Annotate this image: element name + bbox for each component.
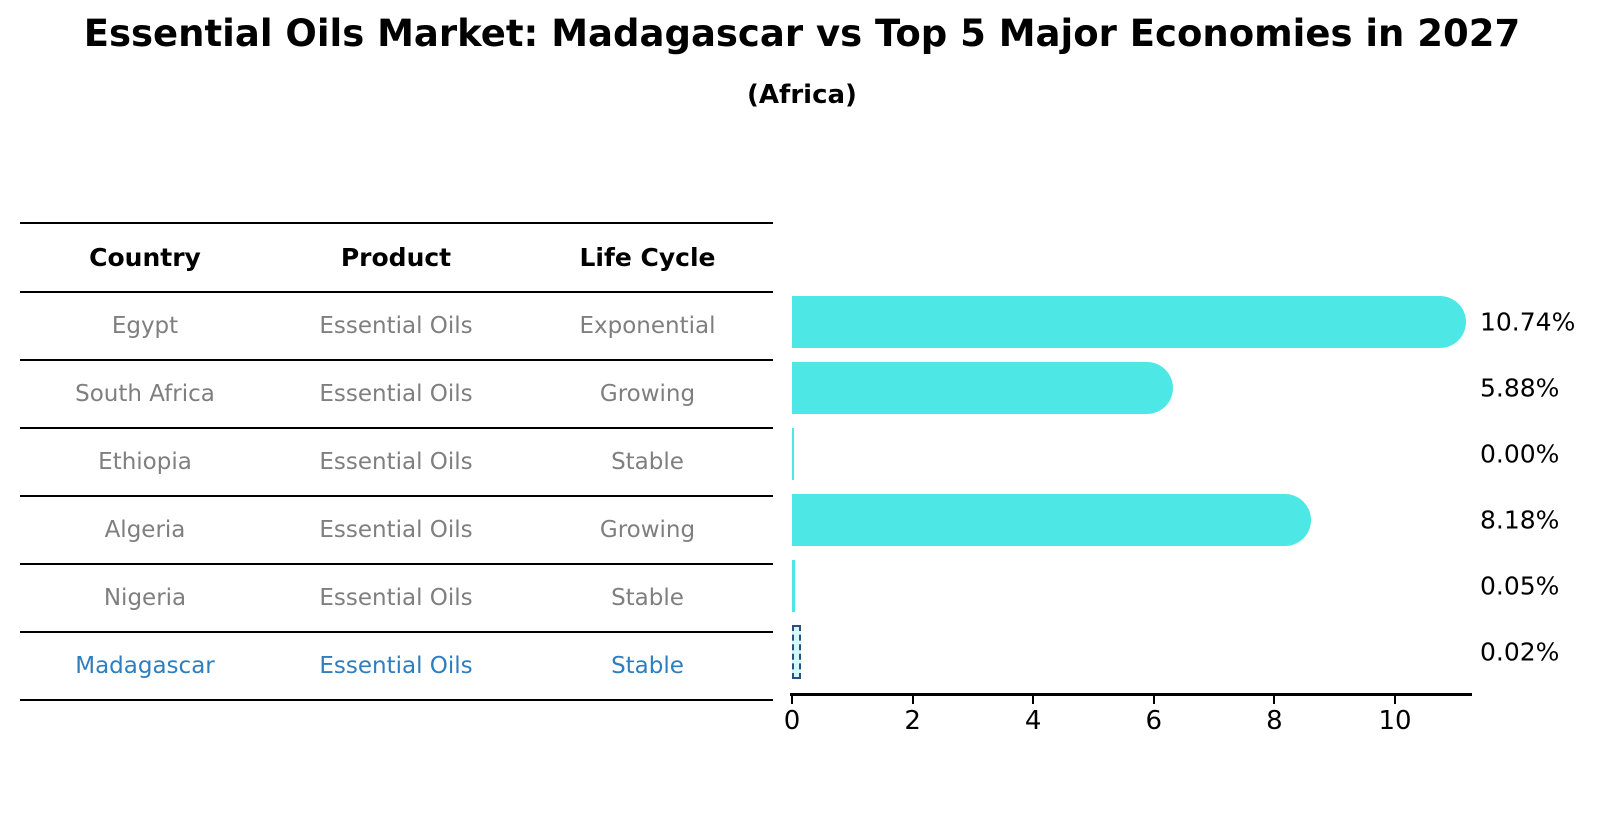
- table-row: Nigeria Essential Oils Stable: [20, 565, 773, 633]
- table-header-row: Country Product Life Cycle: [20, 224, 773, 293]
- bar-row: [792, 619, 1474, 685]
- x-axis-tick-label: 4: [1024, 706, 1042, 736]
- table-cell-product: Essential Oils: [319, 585, 473, 611]
- bar: [792, 362, 1173, 414]
- table-row: South Africa Essential Oils Growing: [20, 361, 773, 429]
- table-cell-lifecycle: Stable: [611, 585, 684, 611]
- x-axis-tick-mark: [1032, 695, 1035, 704]
- table-cell-product: Essential Oils: [319, 449, 473, 475]
- column-header-lifecycle: Life Cycle: [579, 243, 716, 272]
- x-axis-line: [790, 693, 1472, 696]
- x-axis-tick-mark: [911, 695, 914, 704]
- country-table: Country Product Life Cycle Egypt Essenti…: [20, 222, 773, 701]
- x-axis-tick-mark: [1394, 695, 1396, 704]
- chart-title: Essential Oils Market: Madagascar vs Top…: [83, 12, 1521, 55]
- bar-chart-plot-area: [792, 289, 1474, 685]
- x-axis-tick-label: 2: [904, 706, 921, 736]
- bar: [792, 428, 794, 480]
- table-cell-product: Essential Oils: [319, 381, 473, 407]
- table-cell-country: Algeria: [104, 517, 186, 543]
- bar-row: [792, 553, 1474, 619]
- bar-row: [792, 355, 1474, 421]
- x-axis-tick-label: 8: [1266, 706, 1283, 736]
- table-row: Ethiopia Essential Oils Stable: [20, 429, 773, 497]
- table-cell-product: Essential Oils: [319, 653, 473, 679]
- bar: [792, 494, 1312, 546]
- table-row: Egypt Essential Oils Exponential: [20, 293, 773, 361]
- column-header-country: Country: [89, 243, 201, 272]
- bar-value-label: 10.74%: [1480, 307, 1576, 337]
- x-axis-tick-mark: [1273, 695, 1276, 704]
- chart-subtitle: (Africa): [747, 80, 857, 110]
- table-cell-lifecycle: Growing: [599, 517, 696, 543]
- bar: [792, 625, 801, 679]
- table-cell-product: Essential Oils: [319, 517, 473, 543]
- x-axis-tick-label: 10: [1378, 706, 1412, 736]
- bar-value-label: 0.05%: [1480, 571, 1560, 601]
- bar-row: [792, 421, 1474, 487]
- bar-value-label: 0.02%: [1480, 637, 1560, 667]
- table-cell-lifecycle: Exponential: [579, 313, 716, 339]
- table-cell-country: Egypt: [111, 313, 179, 339]
- x-axis-tick-mark: [1152, 695, 1155, 704]
- table-row: Algeria Essential Oils Growing: [20, 497, 773, 565]
- bar: [792, 560, 795, 612]
- bar-value-label: 5.88%: [1480, 373, 1560, 403]
- table-cell-country: South Africa: [75, 381, 215, 407]
- table-row: Madagascar Essential Oils Stable: [20, 633, 773, 701]
- bar-row: [792, 289, 1474, 355]
- bar-value-label: 0.00%: [1480, 439, 1560, 469]
- bar-value-label: 8.18%: [1480, 505, 1560, 535]
- table-cell-country: Nigeria: [103, 585, 187, 611]
- bar: [792, 296, 1466, 348]
- x-axis-tick-label: 0: [783, 706, 801, 736]
- table-cell-lifecycle: Growing: [599, 381, 696, 407]
- table-body: Egypt Essential Oils Exponential South A…: [20, 293, 773, 701]
- column-header-product: Product: [340, 243, 452, 272]
- table-cell-lifecycle: Stable: [611, 653, 684, 679]
- x-axis-tick-label: 6: [1145, 706, 1163, 736]
- table-cell-country: Madagascar: [75, 653, 215, 679]
- table-cell-product: Essential Oils: [319, 313, 473, 339]
- table-cell-lifecycle: Stable: [611, 449, 684, 475]
- bar-row: [792, 487, 1474, 553]
- x-axis-tick-mark: [791, 695, 793, 704]
- table-cell-country: Ethiopia: [98, 449, 192, 475]
